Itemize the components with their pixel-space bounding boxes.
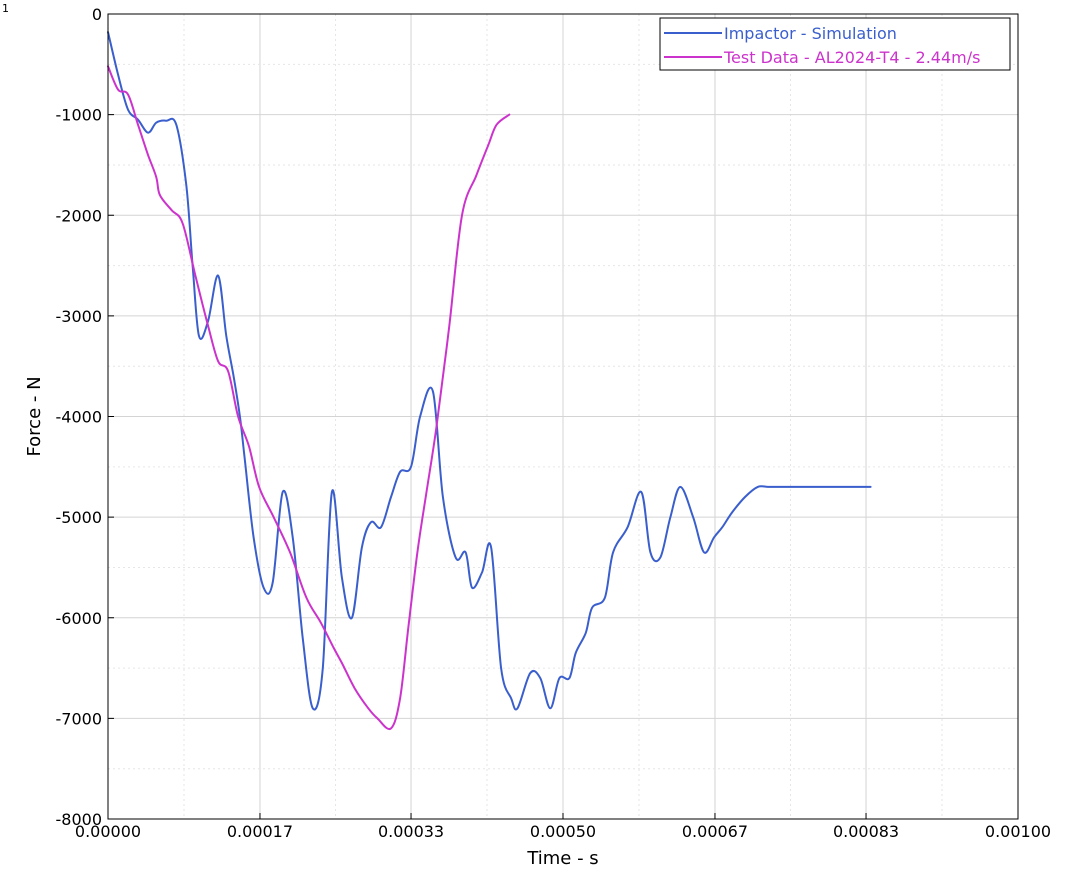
y-tick-label: -3000: [56, 307, 103, 326]
x-tick-label: 0.00067: [682, 822, 748, 841]
y-axis-title: Force - N: [24, 376, 45, 456]
x-axis-title: Time - s: [526, 848, 598, 869]
legend-box: [659, 17, 1011, 71]
y-tick-label: -7000: [56, 709, 103, 728]
x-tick-label: 0.00100: [985, 822, 1051, 841]
corner-label: 1: [2, 2, 9, 15]
series-group: [107, 31, 872, 731]
x-tick-label: 0.00017: [227, 822, 293, 841]
y-tick-label: -2000: [56, 206, 103, 225]
series-line-test-data: [107, 65, 511, 731]
y-tick-label: -8000: [56, 810, 103, 829]
y-tick-label: 0: [92, 5, 102, 24]
y-tick-label: -6000: [56, 609, 103, 628]
series-line-simulation: [107, 31, 872, 711]
x-tick-label: 0.00050: [530, 822, 596, 841]
legend-label-simulation: Impactor - Simulation: [724, 24, 897, 43]
tick-labels: 0.00000 0.00017 0.00033 0.00050 0.00067 0.000…: [56, 5, 1052, 841]
x-tick-label: 0.00083: [833, 822, 899, 841]
y-tick-label: -5000: [56, 508, 103, 527]
x-tick-label: 0.00000: [75, 822, 141, 841]
legend[interactable]: Impactor - Simulation Test Data - AL2024…: [659, 17, 1011, 71]
y-tick-label: -1000: [56, 106, 103, 125]
x-tick-label: 0.00033: [378, 822, 444, 841]
y-tick-label: -4000: [56, 408, 103, 427]
legend-label-test-data: Test Data - AL2024-T4 - 2.44m/s: [723, 48, 980, 67]
